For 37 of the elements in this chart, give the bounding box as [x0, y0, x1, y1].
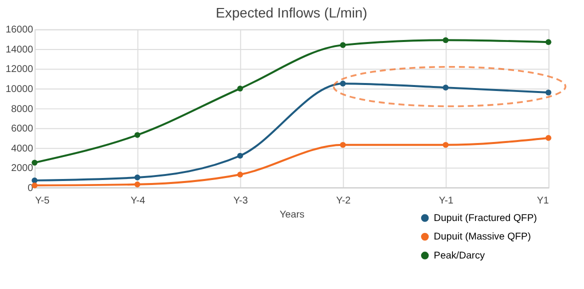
x-tick-label: Y-1 — [438, 196, 454, 207]
point — [32, 178, 38, 184]
y-tick-label: 16000 — [6, 24, 34, 36]
y-tick-label: 6000 — [11, 124, 34, 135]
y-tick-label: 12000 — [6, 64, 34, 76]
point — [442, 142, 449, 148]
point — [442, 37, 449, 44]
y-tick-label: 14000 — [6, 44, 34, 56]
point — [546, 135, 552, 141]
x-tick-label: Y-3 — [233, 196, 248, 207]
chart-title: Expected Inflows (L/min) — [216, 4, 368, 20]
x-tick-label: Y-4 — [130, 196, 146, 207]
point — [237, 172, 244, 178]
y-tick-label: 2000 — [11, 163, 34, 174]
point — [134, 174, 140, 180]
point — [237, 86, 244, 92]
legend-label: Peak/Darcy — [434, 250, 485, 262]
y-tick-label: 10000 — [6, 84, 34, 96]
point — [32, 160, 38, 166]
point — [546, 90, 552, 96]
x-tick-label: Y-5 — [35, 196, 50, 207]
x-tick-label: Y-2 — [336, 196, 351, 207]
point — [134, 181, 140, 188]
y-tick-label: 8000 — [11, 104, 34, 115]
y-tick-label: 0 — [28, 182, 34, 194]
point — [546, 39, 552, 46]
point — [237, 152, 244, 159]
point — [442, 84, 449, 90]
legend-label: Dupuit (Massive QFP) — [434, 232, 531, 243]
x-axis-title: Years — [280, 210, 305, 221]
point — [134, 132, 140, 138]
x-tick-label: Y1 — [536, 196, 550, 207]
y-tick-label: 4000 — [11, 143, 34, 154]
point — [340, 80, 346, 87]
legend-label: Dupuit (Fractured QFP) — [434, 212, 537, 224]
point — [340, 142, 346, 148]
point — [340, 42, 346, 48]
